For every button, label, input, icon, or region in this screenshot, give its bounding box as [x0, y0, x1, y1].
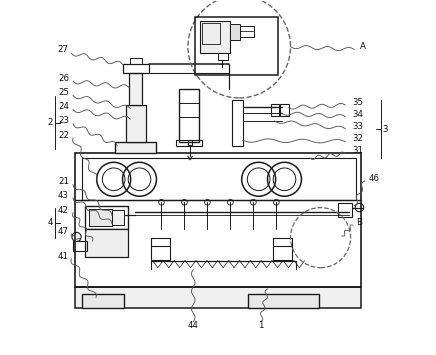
Text: 35: 35 [352, 98, 363, 107]
Text: 2: 2 [47, 118, 53, 127]
Text: 32: 32 [352, 135, 363, 143]
Bar [129, 73, 142, 105]
Text: A: A [360, 42, 366, 51]
Bar [126, 105, 146, 142]
Text: 1: 1 [258, 321, 263, 330]
Text: 23: 23 [58, 116, 69, 125]
Bar [112, 210, 124, 225]
Bar [273, 246, 292, 260]
Text: B: B [357, 218, 362, 227]
Bar [240, 26, 255, 38]
Text: 4: 4 [47, 218, 53, 227]
Text: 26: 26 [58, 74, 69, 83]
Text: 24: 24 [58, 102, 69, 111]
Bar [230, 24, 240, 40]
Text: 27: 27 [58, 45, 68, 54]
Bar [248, 294, 319, 308]
Bar [271, 104, 279, 116]
Bar [179, 89, 198, 142]
Bar [82, 158, 356, 201]
Bar [85, 206, 128, 229]
Bar [75, 287, 361, 308]
Bar [218, 53, 228, 60]
Bar [85, 229, 128, 257]
Bar [338, 203, 352, 217]
Bar [89, 209, 112, 226]
Text: 46: 46 [368, 174, 379, 183]
Text: 22: 22 [58, 131, 69, 140]
Bar [75, 153, 361, 287]
Bar [195, 17, 278, 75]
Bar [280, 104, 289, 116]
Bar [82, 294, 124, 308]
Text: 25: 25 [58, 88, 69, 97]
Bar [200, 21, 230, 53]
Text: 42: 42 [58, 206, 69, 214]
Text: 3: 3 [382, 125, 388, 133]
Text: 44: 44 [188, 321, 199, 330]
Bar [151, 246, 170, 260]
Text: 31: 31 [352, 147, 363, 155]
Bar [188, 140, 192, 144]
Bar [202, 23, 220, 44]
Text: 43: 43 [58, 191, 69, 200]
Text: 47: 47 [58, 227, 68, 236]
Text: 34: 34 [352, 110, 363, 119]
Text: 41: 41 [58, 251, 68, 261]
Bar [232, 100, 243, 146]
Text: 21: 21 [58, 177, 69, 186]
Bar [123, 64, 149, 73]
Text: 33: 33 [352, 122, 363, 131]
Bar [176, 140, 202, 146]
Bar [129, 58, 142, 64]
Bar [73, 241, 87, 251]
Bar [116, 142, 156, 153]
